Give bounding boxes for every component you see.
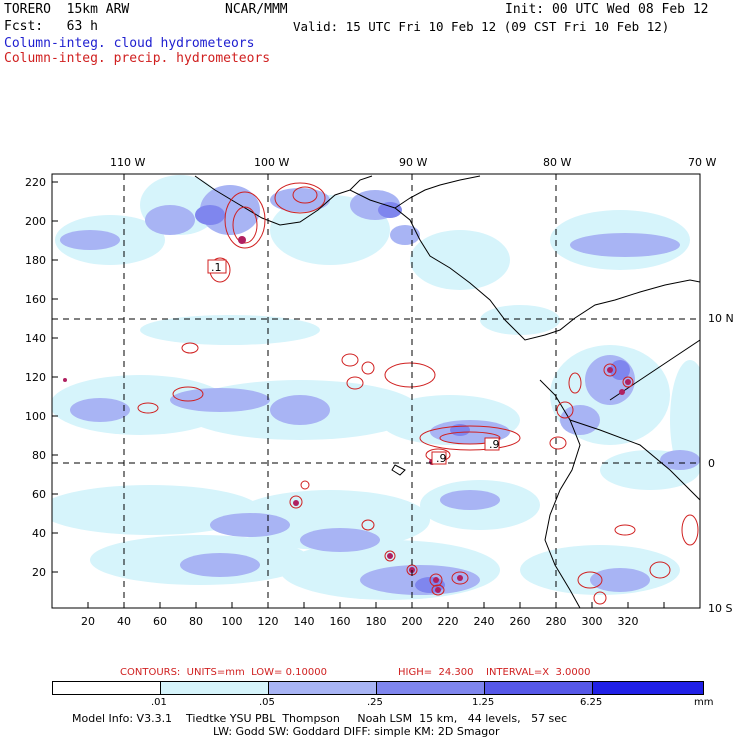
y-label: 140 [25,332,46,345]
y-label: 220 [25,176,46,189]
x-label: 300 [582,615,603,628]
contour-label-3: .9 [489,438,500,451]
legend-tick: 6.25 [580,697,603,708]
lon-label-80w: 80 W [543,156,571,169]
x-label: 80 [189,615,203,628]
y-label: 160 [25,293,46,306]
contour-labels: .1 .9 .9 [207,259,500,465]
contour-label-2: .9 [436,452,447,465]
x-label: 20 [81,615,95,628]
model-id: TORERO 15km ARW [4,2,130,17]
legend-tick: .01 [151,697,167,708]
y-label: 120 [25,371,46,384]
field-cloud-label: Column-integ. cloud hydrometeors [4,36,255,51]
lat-label-10n: 10 N [708,312,734,325]
contour-high: HIGH= 24.300 [398,667,474,678]
legend-tick: .05 [259,697,275,708]
lat-lon-grid [52,174,700,608]
x-label: 100 [222,615,243,628]
legend-tick: .25 [367,697,383,708]
legend-swatch [485,682,593,694]
legend-swatch [593,682,703,694]
x-label: 320 [618,615,639,628]
x-label: 40 [117,615,131,628]
organization: NCAR/MMM [225,2,288,17]
legend-swatch [161,682,269,694]
lat-labels: 10 N 0 10 S [708,312,734,615]
model-info-line2: LW: Godd SW: Goddard DIFF: simple KM: 2D… [213,725,500,738]
precip-contours [137,182,699,605]
lon-labels: 110 W 100 W 90 W 80 W 70 W [110,156,716,169]
coastline [194,175,700,608]
x-label: 260 [510,615,531,628]
x-index-labels: 20 40 60 80 100 120 140 160 180 200 220 … [81,615,639,628]
y-label: 60 [32,488,46,501]
x-label: 140 [294,615,315,628]
y-label: 80 [32,449,46,462]
y-label: 180 [25,254,46,267]
lat-label-10s: 10 S [708,602,732,615]
lon-label-100w: 100 W [254,156,289,169]
x-label: 240 [474,615,495,628]
legend-unit: mm [694,697,714,708]
x-label: 200 [402,615,423,628]
y-label: 200 [25,215,46,228]
x-label: 220 [438,615,459,628]
x-label: 160 [330,615,351,628]
lon-label-70w: 70 W [688,156,716,169]
init-time: Init: 00 UTC Wed 08 Feb 12 [505,2,709,17]
legend-swatch [377,682,485,694]
color-legend [52,681,704,695]
lon-label-90w: 90 W [399,156,427,169]
x-label: 60 [153,615,167,628]
contour-label-1: .1 [211,261,222,274]
x-label: 180 [366,615,387,628]
lat-label-0: 0 [708,457,715,470]
valid-time: Valid: 15 UTC Fri 10 Feb 12 (09 CST Fri … [293,19,670,34]
ticks [52,181,665,608]
model-info-line1: Model Info: V3.3.1 Tiedtke YSU PBL Thomp… [72,712,568,725]
x-label: 120 [258,615,279,628]
legend-tick: 1.25 [472,697,495,708]
contour-units: CONTOURS: UNITS=mm LOW= 0.10000 [120,667,327,678]
lon-label-110w: 110 W [110,156,145,169]
legend-swatch [269,682,377,694]
legend-swatch [53,682,161,694]
contour-interval: INTERVAL=X 3.0000 [486,667,591,678]
forecast-hour: Fcst: 63 h [4,19,98,34]
field-precip-label: Column-integ. precip. hydrometeors [4,51,271,66]
y-label: 100 [25,410,46,423]
x-label: 280 [546,615,567,628]
hydrometeor-field [52,175,700,600]
y-index-labels: 220 200 180 160 140 120 100 80 60 40 20 [25,176,46,579]
y-label: 20 [32,566,46,579]
y-label: 40 [32,527,46,540]
